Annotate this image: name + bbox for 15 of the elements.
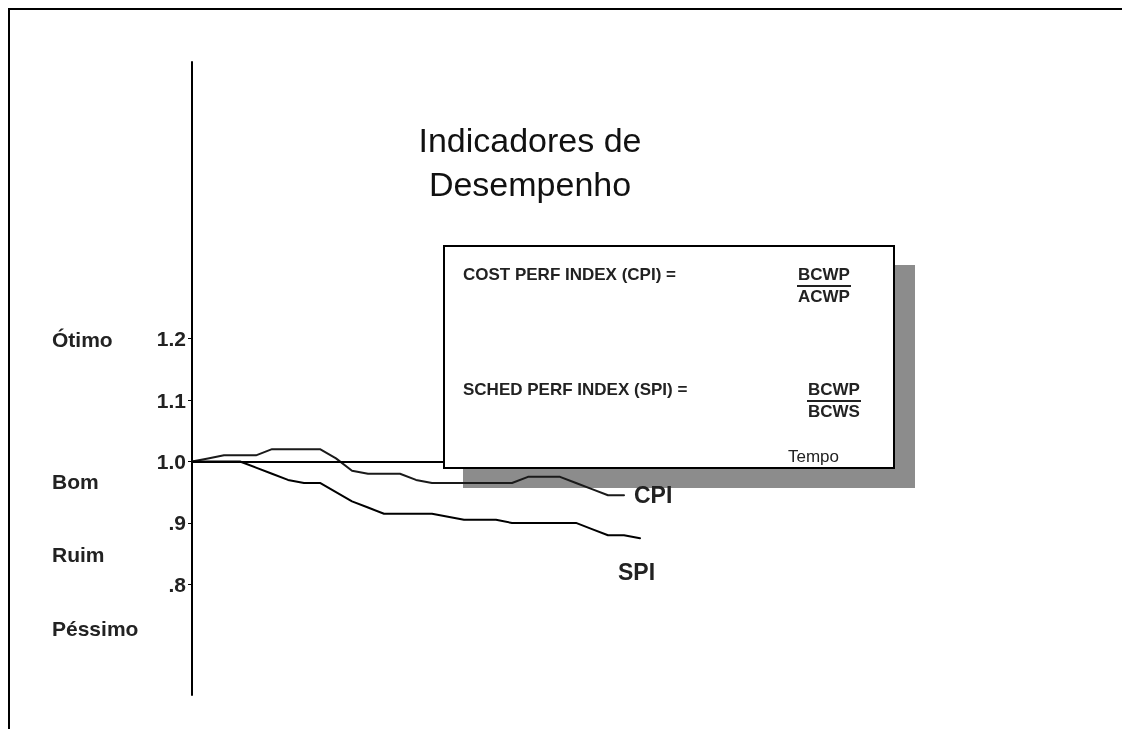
series-label: SPI <box>618 559 656 586</box>
text: Bom <box>52 470 99 494</box>
text: Indicadores de Desempenho <box>417 120 643 205</box>
y-tick-label: 1.0 <box>156 449 186 473</box>
text: Péssimo <box>52 617 139 641</box>
annotation: SCHED PERF INDEX (SPI) = <box>463 380 688 400</box>
series-label: CPI <box>634 482 673 509</box>
text: Ótimo <box>52 328 113 352</box>
y-tick-label: .8 <box>168 572 187 596</box>
text: Ruim <box>52 543 105 567</box>
annotation: COST PERF INDEX (CPI) = <box>463 265 676 285</box>
y-tick-label: 1.1 <box>156 388 187 412</box>
y-tick-label: 1.2 <box>156 327 186 351</box>
y-tick-label: .9 <box>168 511 186 535</box>
formula-box: COST PERF INDEX (CPI) = BCWP ACWP SCHED PERF INDEX (SPI) = BCWP BCWS Tempo <box>443 245 895 469</box>
